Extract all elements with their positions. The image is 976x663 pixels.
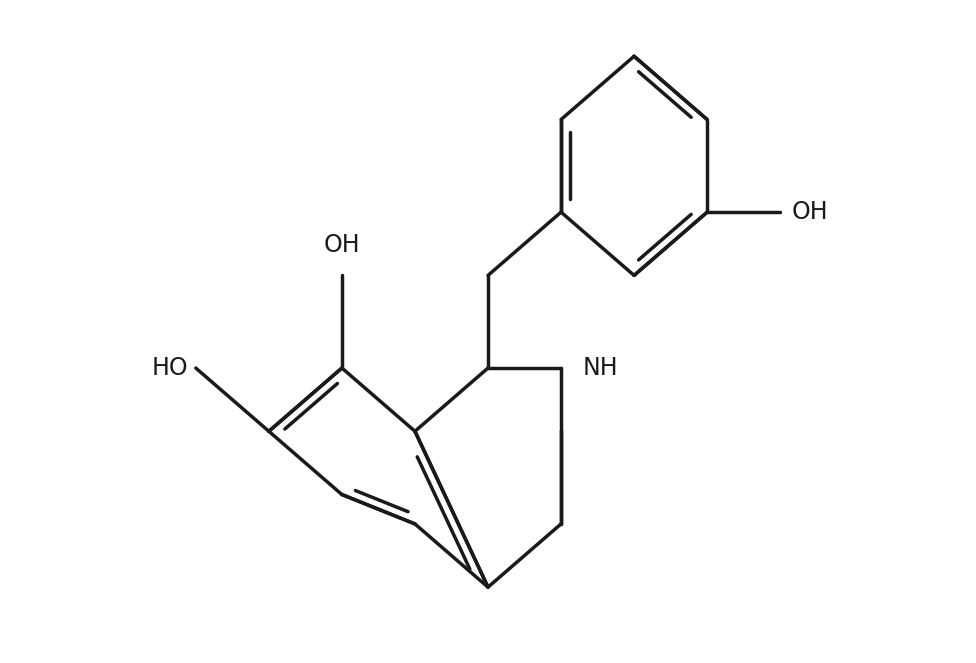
Text: OH: OH (324, 233, 360, 257)
Text: NH: NH (583, 356, 619, 380)
Text: HO: HO (152, 356, 188, 380)
Text: OH: OH (792, 200, 828, 224)
